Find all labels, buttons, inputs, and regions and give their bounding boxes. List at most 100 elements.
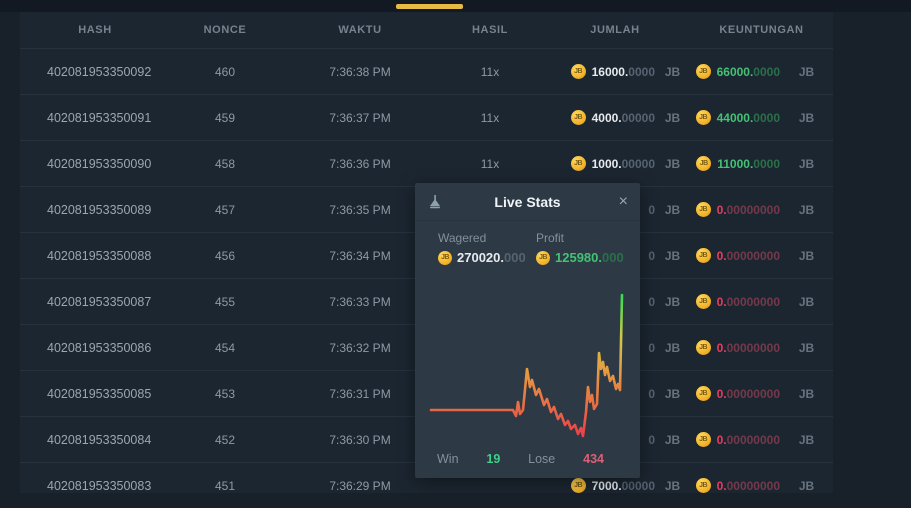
- jumlah-value: JB 1000. 00000: [540, 156, 655, 171]
- keuntungan-value-frac: 0000: [753, 156, 780, 171]
- lose-label: Lose: [528, 452, 556, 466]
- win-count: 19: [486, 452, 501, 466]
- keuntungan-value-frac: 00000000: [726, 386, 780, 401]
- jb-coin-icon: JB: [695, 248, 711, 263]
- keuntungan-value-frac: 0000: [753, 64, 780, 79]
- jumlah-currency-suffix: JB: [664, 110, 681, 125]
- waktu-cell: 7:36:32 PM: [329, 340, 391, 355]
- nonce-cell: 454: [214, 340, 236, 355]
- wagered-main: 270020.: [457, 250, 504, 265]
- keuntungan-value-main: 0.: [716, 248, 727, 263]
- jb-coin-icon: JB: [695, 202, 711, 217]
- nonce-cell: 455: [214, 294, 236, 309]
- keuntungan-currency-suffix: JB: [798, 386, 815, 401]
- waktu-cell: 7:36:30 PM: [329, 432, 391, 447]
- nonce-cell: 459: [214, 110, 236, 125]
- keuntungan-value: JB 0. 00000000: [690, 386, 780, 401]
- column-header-keuntungan: KEUNTUNGAN: [719, 24, 804, 36]
- keuntungan-value: JB 11000. 0000: [690, 156, 780, 171]
- jumlah-currency-suffix: JB: [664, 478, 681, 493]
- table-row[interactable]: 402081953350090 458 7:36:36 PM 11x JB 1000. 00…: [20, 140, 833, 186]
- waktu-cell: 7:36:38 PM: [329, 64, 391, 79]
- hasil-cell: 11x: [480, 156, 500, 171]
- jumlah-value: 0: [540, 295, 655, 309]
- waktu-cell: 7:36:35 PM: [329, 202, 391, 217]
- keuntungan-value: JB 0. 00000000: [690, 478, 780, 493]
- table-row[interactable]: 402081953350092 460 7:36:38 PM 11x JB 16000. 0…: [20, 48, 833, 94]
- jb-coin-icon: JB: [536, 250, 550, 265]
- broom-icon[interactable]: [427, 194, 443, 210]
- hash-cell: 402081953350084: [47, 432, 152, 447]
- keuntungan-value-main: 11000.: [717, 156, 754, 171]
- jumlah-value-frac: 00000: [621, 110, 655, 125]
- jumlah-value-main: 16000.: [591, 64, 629, 79]
- profit-frac: 000: [602, 250, 624, 265]
- keuntungan-value-frac: 00000000: [726, 432, 780, 447]
- jumlah-value-frac: 0: [648, 202, 655, 217]
- keuntungan-value-main: 0.: [716, 294, 727, 309]
- jumlah-value: 0: [540, 249, 655, 263]
- jb-coin-icon: JB: [570, 478, 586, 493]
- nonce-cell: 451: [214, 478, 236, 493]
- jb-coin-icon: JB: [570, 110, 586, 125]
- close-icon[interactable]: ×: [612, 193, 628, 210]
- keuntungan-value-main: 44000.: [716, 110, 754, 125]
- column-header-waktu: WAKTU: [338, 24, 382, 36]
- nonce-cell: 457: [214, 202, 236, 217]
- hash-cell: 402081953350092: [47, 64, 152, 79]
- keuntungan-currency-suffix: JB: [798, 432, 815, 447]
- live-stats-header: Live Stats ×: [415, 183, 640, 221]
- keuntungan-value-main: 0.: [716, 202, 727, 217]
- keuntungan-value-main: 0.: [716, 386, 727, 401]
- keuntungan-currency-suffix: JB: [798, 64, 815, 79]
- waktu-cell: 7:36:36 PM: [329, 156, 391, 171]
- jumlah-currency-suffix: JB: [664, 64, 681, 79]
- tab-bar: [0, 0, 911, 12]
- keuntungan-value: JB 0. 00000000: [690, 432, 780, 447]
- keuntungan-value-frac: 00000000: [726, 478, 780, 493]
- hash-cell: 402081953350089: [47, 202, 152, 217]
- table-row[interactable]: 402081953350091 459 7:36:37 PM 11x JB 4000. 00…: [20, 94, 833, 140]
- jumlah-value-frac: 0: [648, 340, 655, 355]
- column-header-nonce: NONCE: [203, 24, 247, 36]
- active-tab-indicator: [396, 4, 463, 9]
- keuntungan-value-frac: 0000: [753, 110, 780, 125]
- keuntungan-value: JB 0. 00000000: [690, 294, 780, 309]
- jumlah-currency-suffix: JB: [664, 386, 681, 401]
- jb-coin-icon: JB: [570, 156, 586, 171]
- keuntungan-currency-suffix: JB: [798, 156, 815, 171]
- jumlah-value: 0: [540, 203, 655, 217]
- jumlah-value: JB 16000. 0000: [540, 64, 655, 79]
- keuntungan-currency-suffix: JB: [798, 478, 815, 493]
- win-label: Win: [437, 452, 459, 466]
- profit-value: JB 125980. 000: [536, 250, 640, 265]
- column-header-hash: HASH: [78, 24, 112, 36]
- jumlah-value: 0: [540, 433, 655, 447]
- nonce-cell: 458: [214, 156, 236, 171]
- jumlah-value: JB 7000. 00000: [540, 478, 655, 493]
- keuntungan-currency-suffix: JB: [798, 294, 815, 309]
- wagered-frac: 000: [504, 250, 526, 265]
- keuntungan-value-frac: 00000000: [726, 340, 780, 355]
- hash-cell: 402081953350083: [47, 478, 152, 493]
- jumlah-value-frac: 0: [648, 432, 655, 447]
- hasil-cell: 11x: [480, 64, 500, 79]
- hash-cell: 402081953350087: [47, 294, 152, 309]
- hash-cell: 402081953350091: [47, 110, 152, 125]
- profit-label: Profit: [536, 231, 565, 245]
- jumlah-value-frac: 0000: [628, 64, 655, 79]
- wagered-value: JB 270020. 000: [438, 250, 536, 265]
- jb-coin-icon: JB: [695, 432, 711, 447]
- keuntungan-currency-suffix: JB: [798, 110, 815, 125]
- waktu-cell: 7:36:31 PM: [329, 386, 391, 401]
- profit-block: Profit JB 125980. 000: [536, 231, 640, 265]
- keuntungan-currency-suffix: JB: [798, 248, 815, 263]
- jumlah-value-frac: 0: [648, 248, 655, 263]
- keuntungan-currency-suffix: JB: [798, 340, 815, 355]
- waktu-cell: 7:36:34 PM: [329, 248, 391, 263]
- live-stats-summary: Wagered JB 270020. 000 Profit JB 125980.…: [415, 221, 640, 265]
- wagered-label: Wagered: [438, 231, 487, 245]
- keuntungan-value-main: 66000.: [716, 64, 754, 79]
- column-header-hasil: HASIL: [472, 24, 508, 36]
- jumlah-currency-suffix: JB: [664, 202, 681, 217]
